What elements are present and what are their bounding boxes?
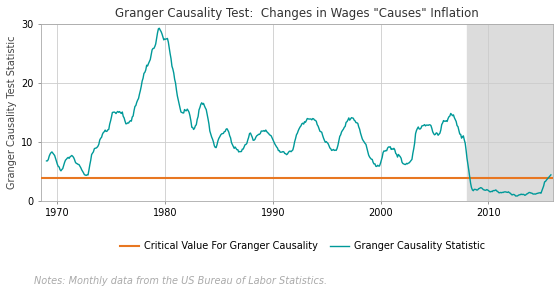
- Granger Causality Statistic: [43, 159, 50, 163]
- Granger Causality Statistic: [156, 27, 162, 30]
- Line: Granger Causality Statistic: Granger Causality Statistic: [46, 28, 551, 196]
- Granger Causality Statistic: [85, 173, 91, 177]
- Y-axis label: Granger Causality Test Statistic: Granger Causality Test Statistic: [7, 36, 17, 189]
- Granger Causality Statistic: [484, 188, 491, 192]
- Granger Causality Statistic: [47, 152, 54, 156]
- Granger Causality Statistic: [548, 173, 554, 177]
- Granger Causality Statistic: [399, 160, 405, 164]
- Bar: [467, 24, 553, 201]
- Granger Causality Statistic: [512, 194, 519, 198]
- Legend: Critical Value For Granger Causality, Granger Causality Statistic: Critical Value For Granger Causality, Gr…: [116, 238, 489, 255]
- Title: Granger Causality Test:  Changes in Wages "Causes" Inflation: Granger Causality Test: Changes in Wages…: [115, 7, 479, 20]
- Granger Causality Statistic: [472, 188, 478, 191]
- Granger Causality Statistic: [371, 162, 377, 166]
- Text: Notes: Monthly data from the US Bureau of Labor Statistics.: Notes: Monthly data from the US Bureau o…: [34, 276, 326, 286]
